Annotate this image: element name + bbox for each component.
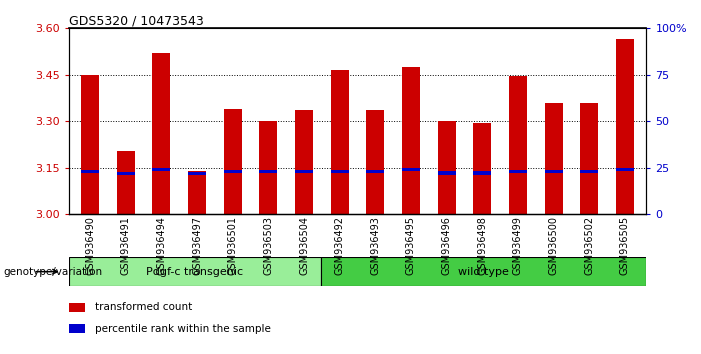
Bar <box>224 109 242 214</box>
Bar <box>259 121 278 214</box>
Text: wild type: wild type <box>458 267 510 277</box>
Bar <box>545 170 562 173</box>
Bar <box>331 70 348 214</box>
Bar <box>321 257 646 286</box>
Bar <box>153 168 170 171</box>
Bar <box>509 76 527 214</box>
Bar <box>616 39 634 214</box>
Bar <box>153 53 170 214</box>
Bar <box>81 170 99 173</box>
Bar <box>295 170 313 173</box>
Text: GSM936494: GSM936494 <box>156 216 166 275</box>
Bar <box>117 151 135 214</box>
Bar <box>81 75 99 214</box>
Text: GSM936503: GSM936503 <box>264 216 273 275</box>
Text: GSM936491: GSM936491 <box>121 216 131 275</box>
Bar <box>473 123 491 214</box>
Bar <box>437 171 456 175</box>
Text: transformed count: transformed count <box>95 302 192 313</box>
Text: GSM936505: GSM936505 <box>620 216 630 275</box>
Text: GSM936499: GSM936499 <box>513 216 523 275</box>
Text: GSM936492: GSM936492 <box>334 216 345 275</box>
Text: Pdgf-c transgenic: Pdgf-c transgenic <box>147 267 244 277</box>
Text: GSM936497: GSM936497 <box>192 216 202 275</box>
Bar <box>188 172 206 175</box>
Bar <box>509 170 527 173</box>
Text: GDS5320 / 10473543: GDS5320 / 10473543 <box>69 14 203 27</box>
Text: genotype/variation: genotype/variation <box>4 267 102 277</box>
Bar <box>367 110 384 214</box>
Bar <box>402 67 420 214</box>
Bar <box>367 170 384 173</box>
Bar <box>259 170 278 173</box>
Bar <box>188 171 206 214</box>
Bar <box>437 121 456 214</box>
Bar <box>69 324 85 333</box>
Text: GSM936498: GSM936498 <box>477 216 487 275</box>
Bar <box>580 170 598 173</box>
Bar <box>117 172 135 176</box>
Text: percentile rank within the sample: percentile rank within the sample <box>95 324 271 333</box>
Text: GSM936502: GSM936502 <box>584 216 594 275</box>
Text: GSM936495: GSM936495 <box>406 216 416 275</box>
Text: GSM936493: GSM936493 <box>370 216 381 275</box>
Text: GSM936490: GSM936490 <box>85 216 95 275</box>
Text: GSM936504: GSM936504 <box>299 216 309 275</box>
Text: GSM936500: GSM936500 <box>549 216 559 275</box>
Bar <box>580 103 598 214</box>
Bar <box>545 103 562 214</box>
Bar <box>616 168 634 171</box>
Bar <box>331 170 348 173</box>
Bar <box>224 170 242 173</box>
Text: GSM936496: GSM936496 <box>442 216 451 275</box>
Bar <box>69 257 321 286</box>
Bar <box>402 168 420 171</box>
Text: GSM936501: GSM936501 <box>228 216 238 275</box>
Bar <box>295 110 313 214</box>
Bar <box>69 303 85 312</box>
Bar <box>473 171 491 175</box>
